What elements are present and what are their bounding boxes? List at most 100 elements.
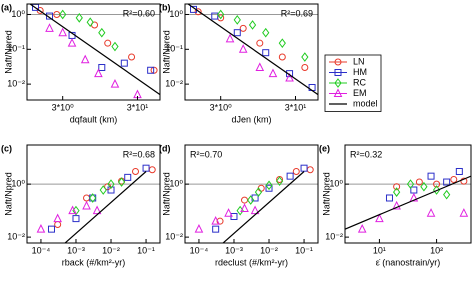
point: [99, 185, 107, 195]
point: [240, 203, 249, 213]
panel-label: (b): [159, 2, 171, 12]
y-tick-label: 10⁻²: [325, 231, 343, 241]
point: [233, 29, 241, 37]
panel-label: (e): [319, 143, 330, 153]
axes-frame: [184, 3, 319, 101]
plot-area: [345, 167, 471, 233]
point: [75, 13, 83, 23]
point: [292, 167, 300, 175]
y-tick-label: 10⁰: [169, 179, 183, 189]
point: [410, 186, 418, 194]
point: [278, 53, 286, 61]
point: [233, 15, 241, 25]
legend-label: model: [353, 98, 378, 108]
legend-marker: [334, 78, 342, 88]
point: [238, 44, 248, 53]
legend-label: LN: [353, 56, 365, 66]
point: [47, 225, 55, 233]
point: [248, 20, 257, 30]
axes-frame: [344, 144, 472, 244]
panel-label: (d): [159, 143, 171, 153]
point: [117, 177, 126, 187]
point: [98, 27, 106, 38]
x-tick-label: 10⁻³: [225, 245, 243, 255]
point: [132, 167, 140, 175]
point: [460, 177, 468, 185]
axes-frame: [26, 144, 161, 244]
panel-label: (c): [1, 143, 12, 153]
point: [450, 175, 458, 183]
x-axis-label: rdeclust (#/km²-yr): [215, 257, 288, 267]
point: [375, 213, 384, 223]
point: [392, 200, 401, 210]
point: [262, 27, 270, 38]
r-squared: R²=0.68: [123, 149, 155, 159]
y-tick-label: 10⁻²: [165, 78, 183, 88]
r-squared: R²=0.32: [350, 149, 382, 159]
point: [211, 12, 219, 20]
x-axis-label: dqfault (km): [70, 114, 118, 124]
point: [275, 176, 284, 186]
fit-line: [345, 175, 471, 230]
x-tick-label: 10⁻¹: [295, 245, 313, 255]
point: [94, 68, 103, 78]
x-tick-label: 10⁻⁴: [32, 245, 51, 255]
point: [36, 224, 46, 233]
point: [107, 186, 115, 194]
x-tick-label: 10⁻⁴: [190, 245, 209, 255]
y-tick-label: 10⁰: [11, 179, 25, 189]
legend-marker: [334, 58, 342, 66]
x-axis-label: dJen (km): [231, 114, 271, 124]
x-tick-label: 3*10¹: [127, 102, 149, 112]
point: [432, 185, 441, 195]
y-tick-label: 10⁻²: [7, 231, 25, 241]
y-tick-label: 10⁻¹: [165, 44, 183, 54]
plot-area: [27, 164, 160, 243]
point: [265, 180, 273, 191]
point: [211, 216, 220, 225]
point: [420, 181, 428, 192]
x-tick-label: 10⁻¹: [137, 245, 155, 255]
point: [142, 164, 150, 172]
y-axis-label: Naft/Npred: [321, 172, 331, 216]
point: [98, 64, 106, 72]
point: [89, 194, 97, 202]
point: [54, 220, 62, 228]
fit-line: [222, 171, 305, 243]
point: [357, 224, 367, 233]
fit-line: [64, 171, 147, 243]
point: [255, 62, 265, 72]
point: [250, 205, 260, 215]
legend-label: RC: [353, 77, 366, 87]
point: [59, 9, 67, 20]
x-tick-label: 3*10¹: [285, 102, 307, 112]
point: [409, 192, 419, 202]
point: [67, 38, 77, 47]
x-tick-label: 3*10⁰: [210, 102, 233, 112]
point: [300, 164, 308, 172]
point: [301, 52, 309, 62]
point: [426, 208, 436, 217]
point: [53, 213, 62, 223]
point: [443, 189, 451, 200]
panel-label: (a): [1, 2, 12, 12]
point: [393, 187, 401, 197]
point: [107, 179, 115, 189]
x-tick-label: 10⁻²: [260, 245, 278, 255]
point: [58, 27, 67, 37]
point: [256, 39, 264, 47]
point: [128, 53, 136, 61]
point: [265, 184, 273, 192]
y-tick-label: 10⁰: [329, 179, 343, 189]
y-axis-label: Naft/Npred: [161, 172, 171, 216]
x-tick-label: 3*10⁰: [52, 102, 75, 112]
y-tick-label: 10⁻¹: [7, 44, 25, 54]
point: [83, 194, 91, 202]
legend-marker: [334, 69, 342, 76]
point: [286, 70, 294, 78]
axes-frame: [184, 144, 319, 244]
y-axis-label: Naft/Npred: [3, 30, 13, 74]
point: [80, 54, 90, 64]
point: [459, 208, 469, 217]
point: [406, 179, 415, 189]
